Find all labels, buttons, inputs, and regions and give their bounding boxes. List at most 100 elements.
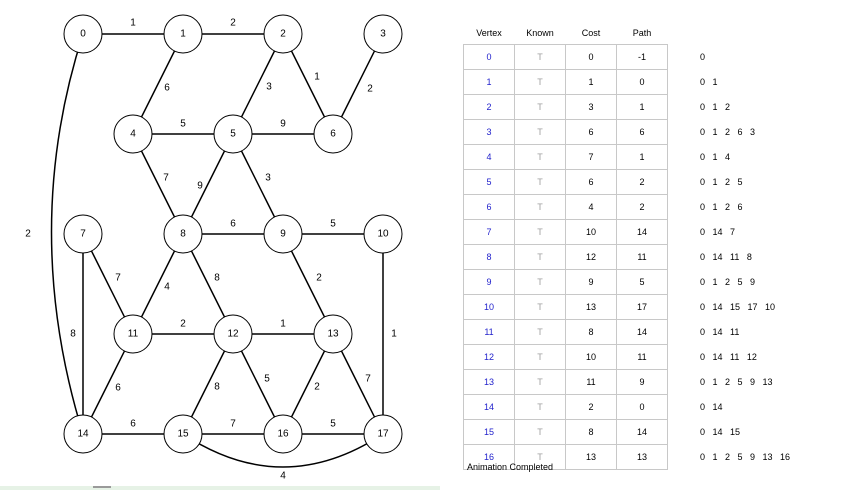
header-known: Known <box>526 28 554 38</box>
node-label: 13 <box>327 329 339 340</box>
table-row: 16 T 13 13 <box>463 444 668 470</box>
dijkstra-table: Vertex Known Cost Path 0 T 0 -1 1 T 1 0 2 T 3 1 3 T 6 6… <box>463 22 668 470</box>
cost-cell: 1 <box>565 69 617 95</box>
node-circle <box>113 314 153 354</box>
path-cell: 11 <box>616 344 668 370</box>
node-circle <box>63 214 103 254</box>
cost-cell: 9 <box>565 269 617 295</box>
path-entry: 0 1 2 5 9 13 <box>700 377 773 387</box>
edge-15-17 <box>182 433 384 468</box>
vertex-cell: 9 <box>463 269 515 295</box>
edge-weight-13-16: 2 <box>314 382 320 393</box>
node-circle <box>163 414 203 454</box>
table-row: 14 T 2 0 <box>463 394 668 420</box>
table-row: 0 T 0 -1 <box>463 44 668 70</box>
node-label: 7 <box>80 229 86 240</box>
table-row: 7 T 10 14 <box>463 219 668 245</box>
vertex-cell: 5 <box>463 169 515 195</box>
path-entry: 0 14 11 <box>700 327 740 337</box>
node-circle <box>363 14 403 54</box>
cost-cell: 4 <box>565 194 617 220</box>
known-cell: T <box>514 94 566 120</box>
table-row: 15 T 8 14 <box>463 419 668 445</box>
path-cell: 5 <box>616 269 668 295</box>
edge-weight-9-13: 2 <box>316 273 322 284</box>
cost-cell: 6 <box>565 169 617 195</box>
edge-weight-5-9: 3 <box>265 173 271 184</box>
cost-cell: 8 <box>565 419 617 445</box>
node-circle <box>63 14 103 54</box>
known-cell: T <box>514 69 566 95</box>
cost-cell: 13 <box>565 294 617 320</box>
node-label: 16 <box>277 429 289 440</box>
vertex-cell: 1 <box>463 69 515 95</box>
path-entry: 0 <box>700 52 706 62</box>
scrollbar-thumb[interactable] <box>93 486 111 488</box>
edge-weight-2-6: 1 <box>314 72 320 83</box>
edge-weight-5-6: 9 <box>280 119 286 130</box>
path-cell: 0 <box>616 394 668 420</box>
path-entry: 0 1 4 <box>700 152 731 162</box>
edges-layer <box>50 33 384 468</box>
known-cell: T <box>514 44 566 70</box>
known-cell: T <box>514 294 566 320</box>
known-cell: T <box>514 244 566 270</box>
cost-cell: 6 <box>565 119 617 145</box>
known-cell: T <box>514 369 566 395</box>
node-2: 2 <box>263 14 303 54</box>
edge-weight-0-14: 2 <box>25 229 31 240</box>
edge-weight-12-13: 1 <box>280 319 286 330</box>
path-cell: 14 <box>616 419 668 445</box>
node-label: 10 <box>377 229 389 240</box>
node-label: 5 <box>230 129 236 140</box>
known-cell: T <box>514 119 566 145</box>
node-label: 17 <box>377 429 389 440</box>
vertex-cell: 16 <box>463 444 515 470</box>
node-label: 11 <box>128 329 139 340</box>
node-14: 14 <box>63 414 103 454</box>
node-11: 11 <box>113 314 153 354</box>
node-9: 9 <box>263 214 303 254</box>
cost-cell: 13 <box>565 444 617 470</box>
edge-weight-15-17: 4 <box>280 471 286 482</box>
node-6: 6 <box>313 114 353 154</box>
table-row: 10 T 13 17 <box>463 294 668 320</box>
path-cell: 0 <box>616 69 668 95</box>
vertex-cell: 13 <box>463 369 515 395</box>
path-cell: 2 <box>616 194 668 220</box>
known-cell: T <box>514 219 566 245</box>
node-label: 0 <box>80 29 86 40</box>
table-body: 0 T 0 -1 1 T 1 0 2 T 3 1 3 T 6 6 4 T 7 1 5 T 6 2 6 T 4 2 7 T 10 14 8 T 12 1… <box>463 44 668 470</box>
vertex-cell: 10 <box>463 294 515 320</box>
edge-weight-11-12: 2 <box>180 319 186 330</box>
path-entry: 0 14 7 <box>700 227 736 237</box>
node-16: 16 <box>263 414 303 454</box>
header-cost: Cost <box>581 28 601 38</box>
edge-weight-12-15: 8 <box>214 382 220 393</box>
edge-weight-0-1: 1 <box>130 18 136 29</box>
bottom-scrollbar[interactable] <box>0 486 440 490</box>
path-entry: 0 1 2 5 <box>700 177 743 187</box>
known-cell: T <box>514 419 566 445</box>
vertex-cell: 6 <box>463 194 515 220</box>
edge-weight-1-2: 2 <box>230 18 236 29</box>
path-entry: 0 1 <box>700 77 718 87</box>
node-circle <box>263 14 303 54</box>
known-cell: T <box>514 444 566 470</box>
node-label: 8 <box>180 229 186 240</box>
path-cell: 11 <box>616 244 668 270</box>
edge-0-14 <box>50 33 84 435</box>
path-entry: 0 1 2 5 9 13 16 <box>700 452 791 462</box>
table-row: 11 T 8 14 <box>463 319 668 345</box>
vertex-cell: 14 <box>463 394 515 420</box>
header-path: Path <box>632 28 652 38</box>
path-entry: 0 14 15 17 10 <box>700 302 776 312</box>
path-entry: 0 14 11 8 <box>700 252 752 262</box>
vertex-cell: 4 <box>463 144 515 170</box>
edge-weight-12-16: 5 <box>264 374 270 385</box>
